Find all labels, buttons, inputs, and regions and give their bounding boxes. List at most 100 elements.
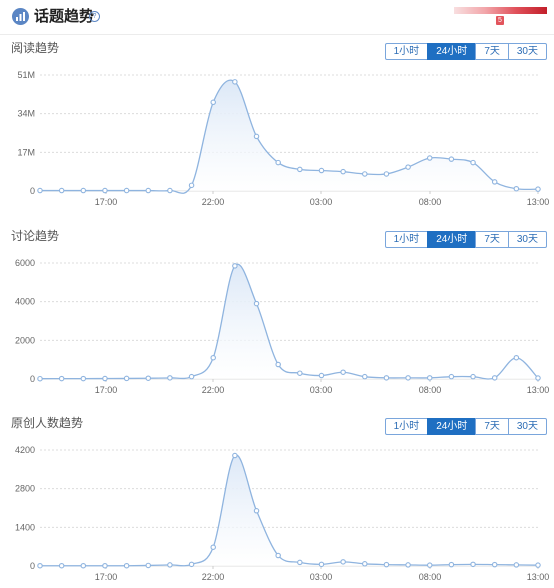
data-point[interactable] — [426, 562, 433, 568]
data-point[interactable] — [58, 187, 65, 194]
x-tick-label: 03:00 — [310, 385, 333, 395]
data-point[interactable] — [58, 562, 65, 569]
range-1h-button[interactable]: 1小时 — [384, 43, 429, 60]
data-point[interactable] — [362, 561, 368, 567]
data-point[interactable] — [535, 375, 541, 381]
data-point[interactable] — [340, 559, 346, 565]
data-point[interactable] — [37, 187, 43, 194]
range-30d-button[interactable]: 30天 — [507, 418, 547, 435]
discussion-trend-section: 讨论趋势 1小时 24小时 7天 30天 0 2000 4000 6000 17:00 2… — [0, 229, 554, 399]
data-point[interactable] — [188, 561, 195, 568]
range-1h-button[interactable]: 1小时 — [384, 231, 429, 248]
data-point[interactable] — [297, 559, 303, 566]
range-1h-button[interactable]: 1小时 — [384, 418, 429, 435]
range-24h-button[interactable]: 24小时 — [427, 43, 477, 60]
data-point[interactable] — [37, 375, 43, 382]
data-point[interactable] — [448, 156, 455, 162]
data-point[interactable] — [340, 369, 346, 375]
data-point[interactable] — [145, 187, 152, 194]
data-point[interactable] — [123, 562, 130, 569]
data-point[interactable] — [470, 561, 476, 568]
data-point[interactable] — [167, 375, 173, 381]
data-point[interactable] — [318, 167, 325, 174]
data-point[interactable] — [426, 155, 433, 161]
data-point[interactable] — [37, 562, 43, 569]
data-point[interactable] — [232, 263, 238, 269]
y-tick-label: 34M — [17, 109, 35, 119]
y-tick-label: 2800 — [15, 484, 35, 494]
range-7d-button[interactable]: 7天 — [475, 231, 509, 248]
data-point[interactable] — [491, 179, 498, 185]
data-point[interactable] — [491, 375, 498, 381]
original-users-trend-chart: 0 1400 2800 4200 17:00 22:00 03:00 08:00 13:00 — [15, 445, 549, 582]
data-point[interactable] — [123, 375, 130, 382]
data-point[interactable] — [102, 187, 108, 194]
range-24h-button[interactable]: 24小时 — [427, 418, 477, 435]
x-tick-label: 22:00 — [202, 197, 225, 207]
range-7d-button[interactable]: 7天 — [475, 418, 509, 435]
range-24h-button[interactable]: 24小时 — [427, 231, 477, 248]
data-point[interactable] — [383, 171, 390, 177]
data-point[interactable] — [275, 159, 281, 166]
heat-scale-bar — [454, 7, 547, 14]
data-point[interactable] — [318, 372, 325, 379]
data-point[interactable] — [383, 375, 390, 381]
data-point[interactable] — [80, 562, 87, 569]
data-point[interactable] — [102, 375, 108, 382]
help-icon[interactable]: ? — [89, 11, 100, 22]
data-point[interactable] — [210, 544, 216, 550]
data-point[interactable] — [426, 375, 433, 381]
data-point[interactable] — [80, 187, 87, 194]
data-point[interactable] — [275, 361, 281, 368]
data-point[interactable] — [405, 562, 411, 568]
data-point[interactable] — [80, 375, 87, 382]
data-point[interactable] — [145, 562, 152, 569]
data-point[interactable] — [405, 164, 411, 170]
data-point[interactable] — [145, 375, 152, 381]
y-tick-label: 0 — [30, 186, 35, 196]
data-point[interactable] — [232, 79, 238, 85]
data-point[interactable] — [362, 171, 368, 177]
data-point[interactable] — [535, 186, 541, 192]
data-point[interactable] — [448, 561, 455, 568]
data-point[interactable] — [362, 373, 368, 380]
reading-trend-chart: 0 17M 34M 51M 17:00 22:00 03:00 08:00 13:00 — [17, 70, 549, 207]
data-point[interactable] — [102, 562, 108, 569]
data-point[interactable] — [188, 182, 195, 189]
data-point[interactable] — [210, 99, 216, 106]
data-point[interactable] — [232, 452, 238, 459]
x-tick-label: 17:00 — [95, 385, 118, 395]
data-point[interactable] — [253, 508, 260, 514]
range-7d-button[interactable]: 7天 — [475, 43, 509, 60]
data-point[interactable] — [513, 562, 520, 568]
data-point[interactable] — [253, 300, 260, 307]
discussion-trend-chart: 0 2000 4000 6000 17:00 22:00 03:00 08:00 13:00 — [15, 258, 550, 395]
data-point[interactable] — [383, 561, 390, 568]
data-point[interactable] — [167, 562, 173, 568]
data-point[interactable] — [405, 375, 411, 381]
range-30d-button[interactable]: 30天 — [507, 43, 547, 60]
data-point[interactable] — [123, 187, 130, 194]
data-point[interactable] — [318, 561, 325, 568]
range-30d-button[interactable]: 30天 — [507, 231, 547, 248]
data-point[interactable] — [275, 552, 281, 559]
data-point[interactable] — [58, 375, 65, 382]
data-point[interactable] — [188, 373, 195, 380]
y-tick-label: 51M — [17, 70, 35, 80]
data-point[interactable] — [167, 187, 173, 194]
data-point[interactable] — [513, 185, 520, 192]
page-title: 话题趋势 — [34, 8, 95, 25]
data-point[interactable] — [210, 354, 216, 361]
data-point[interactable] — [297, 370, 303, 376]
data-point[interactable] — [535, 562, 541, 568]
data-point[interactable] — [448, 373, 455, 380]
data-point[interactable] — [340, 168, 346, 175]
x-tick-label: 13:00 — [527, 385, 550, 395]
data-point[interactable] — [513, 354, 520, 361]
time-range-tabs: 1小时 24小时 7天 30天 — [384, 418, 547, 435]
data-point[interactable] — [470, 159, 476, 166]
data-point[interactable] — [297, 166, 303, 173]
data-point[interactable] — [253, 133, 260, 140]
data-point[interactable] — [470, 373, 476, 380]
data-point[interactable] — [491, 561, 498, 568]
